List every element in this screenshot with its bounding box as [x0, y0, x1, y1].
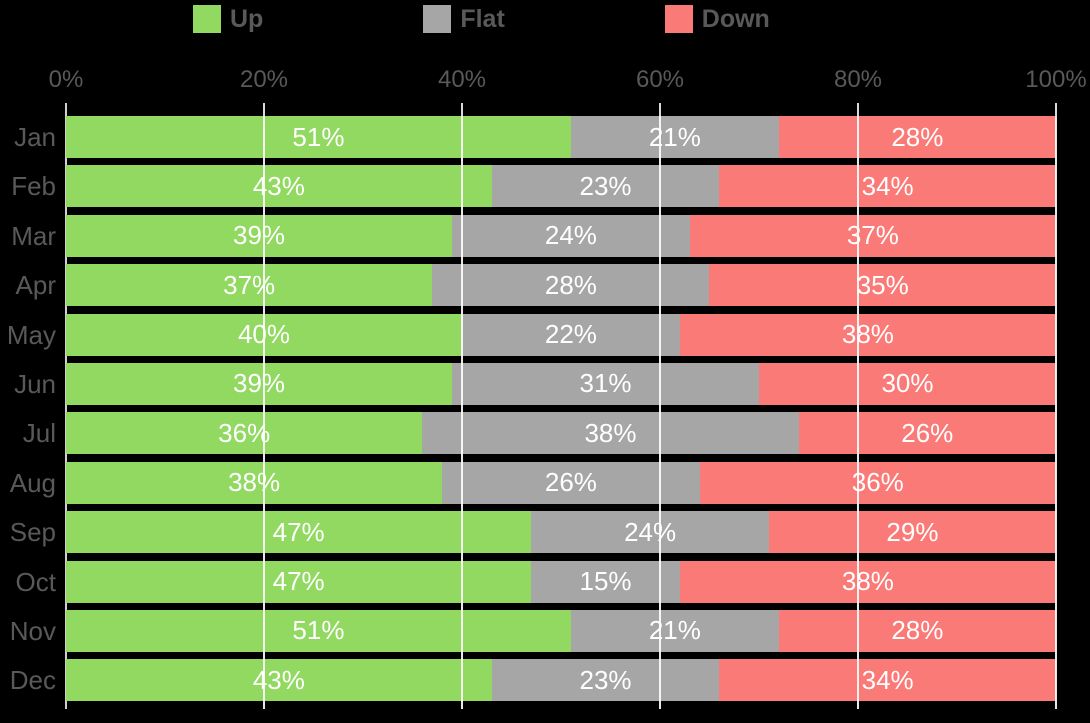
chart-row: Oct 47% 15% 38% [0, 560, 1090, 610]
category-label: Nov [9, 615, 56, 646]
chart-row: Jul 36% 38% 26% [0, 412, 1090, 461]
x-axis-tick-label: 100% [1025, 66, 1087, 93]
bar-segment-down: 38% [679, 313, 1056, 356]
legend-label-up: Up [230, 4, 264, 33]
bar-segment-up: 37% [66, 264, 433, 307]
stacked-bar: 36% 38% 26% [66, 412, 1056, 455]
category-label: Aug [9, 467, 56, 498]
x-axis-tick-mark [857, 103, 859, 116]
bar-segment-down: 26% [798, 412, 1056, 455]
bar-segment-up: 47% [66, 511, 532, 554]
chart-row: Feb 43% 23% 34% [0, 165, 1090, 214]
legend-item-flat: Flat [423, 4, 505, 34]
x-axis-tick-label: 80% [833, 66, 883, 93]
bar-segment-down: 34% [719, 165, 1056, 208]
bar-segment-flat: 15% [531, 560, 680, 603]
category-label: Apr [15, 270, 56, 301]
chart-legend: Up Flat Down [193, 2, 770, 36]
bar-segment-flat: 38% [422, 412, 799, 455]
x-axis-tick-label: 0% [48, 66, 84, 93]
bar-segment-up: 43% [66, 659, 492, 702]
bar-segment-down: 28% [778, 116, 1056, 158]
bar-segment-flat: 21% [570, 609, 779, 652]
bar-segment-flat: 26% [442, 461, 700, 504]
stacked-bar: 39% 24% 37% [66, 214, 1056, 257]
category-label: Jun [14, 368, 56, 399]
bar-segment-down: 34% [719, 659, 1056, 702]
bar-segment-flat: 23% [491, 659, 720, 702]
category-label: Sep [9, 517, 56, 548]
bar-segment-down: 37% [689, 214, 1056, 257]
bar-segment-up: 47% [66, 560, 532, 603]
chart-row: Jun 39% 31% 30% [0, 362, 1090, 412]
stacked-bar: 40% 22% 38% [66, 313, 1056, 356]
bar-segment-up: 40% [66, 313, 462, 356]
bar-segment-flat: 24% [531, 511, 769, 554]
category-label: Jan [14, 122, 56, 152]
stacked-bar: 47% 15% 38% [66, 560, 1056, 603]
category-label: Feb [11, 171, 56, 202]
chart-rows: Jan 51% 21% 28% Feb 43% 23% 34% Mar 39% 24% 37% Apr 3… [0, 116, 1090, 709]
legend-swatch-flat-icon [423, 5, 452, 33]
category-label: Jul [22, 418, 56, 449]
bar-segment-up: 36% [66, 412, 423, 455]
bar-segment-flat: 31% [452, 362, 759, 405]
stacked-bar: 39% 31% 30% [66, 362, 1056, 405]
chart-row: Dec 43% 23% 34% [0, 659, 1090, 708]
bar-segment-flat: 22% [462, 313, 680, 356]
chart-row: Apr 37% 28% 35% [0, 264, 1090, 313]
bar-segment-up: 51% [66, 116, 571, 158]
stacked-bar: 51% 21% 28% [66, 116, 1056, 158]
x-axis-ticks [65, 103, 1057, 116]
legend-swatch-down-icon [664, 5, 693, 33]
stacked-bar: 47% 24% 29% [66, 511, 1056, 554]
stacked-bar: 38% 26% 36% [66, 461, 1056, 504]
legend-swatch-up-icon [193, 5, 221, 33]
category-label: May [6, 319, 56, 350]
legend-item-up: Up [193, 5, 263, 34]
bar-segment-down: 35% [709, 264, 1056, 307]
category-label: Oct [15, 566, 56, 597]
bar-segment-up: 51% [66, 609, 571, 652]
stacked-bar: 43% 23% 34% [66, 165, 1056, 208]
chart-row: Aug 38% 26% 36% [0, 461, 1090, 511]
x-axis-tick-label: 40% [437, 66, 487, 93]
bar-segment-down: 36% [699, 461, 1056, 504]
bar-segment-flat: 21% [570, 116, 779, 158]
bar-segment-down: 29% [768, 511, 1056, 554]
bar-segment-up: 43% [66, 165, 492, 208]
x-axis-tick-label: 60% [635, 66, 685, 93]
bar-segment-down: 38% [679, 560, 1056, 603]
chart-row: Nov 51% 21% 28% [0, 609, 1090, 659]
x-axis-tick-mark [659, 103, 661, 116]
stacked-bar: 37% 28% 35% [66, 264, 1056, 307]
bar-segment-down: 30% [758, 362, 1056, 405]
bar-segment-flat: 24% [452, 214, 690, 257]
bar-segment-down: 28% [778, 609, 1056, 652]
bar-segment-flat: 28% [432, 264, 710, 307]
chart-row: Jan 51% 21% 28% [0, 116, 1090, 165]
bar-segment-up: 39% [66, 362, 453, 405]
bar-segment-up: 38% [66, 461, 443, 504]
bar-segment-flat: 23% [491, 165, 720, 208]
stacked-bar: 51% 21% 28% [66, 609, 1056, 652]
x-axis-labels: 0% 20% 40% 60% 80% 100% [49, 66, 1087, 98]
legend-label-flat: Flat [460, 4, 505, 33]
chart-row: Mar 39% 24% 37% [0, 214, 1090, 264]
x-axis-tick-mark [263, 103, 265, 116]
category-label: Dec [9, 665, 56, 696]
x-axis-tick-label: 20% [239, 66, 289, 93]
legend-label-down: Down [701, 4, 770, 33]
x-axis-tick-mark [1055, 103, 1057, 116]
stacked-bar: 43% 23% 34% [66, 659, 1056, 702]
legend-item-down: Down [664, 4, 770, 34]
chart-row: Sep 47% 24% 29% [0, 511, 1090, 560]
category-label: Mar [11, 220, 56, 251]
chart-row: May 40% 22% 38% [0, 313, 1090, 363]
x-axis-tick-mark [461, 103, 463, 116]
y-axis-line [65, 103, 67, 709]
bar-segment-up: 39% [66, 214, 453, 257]
